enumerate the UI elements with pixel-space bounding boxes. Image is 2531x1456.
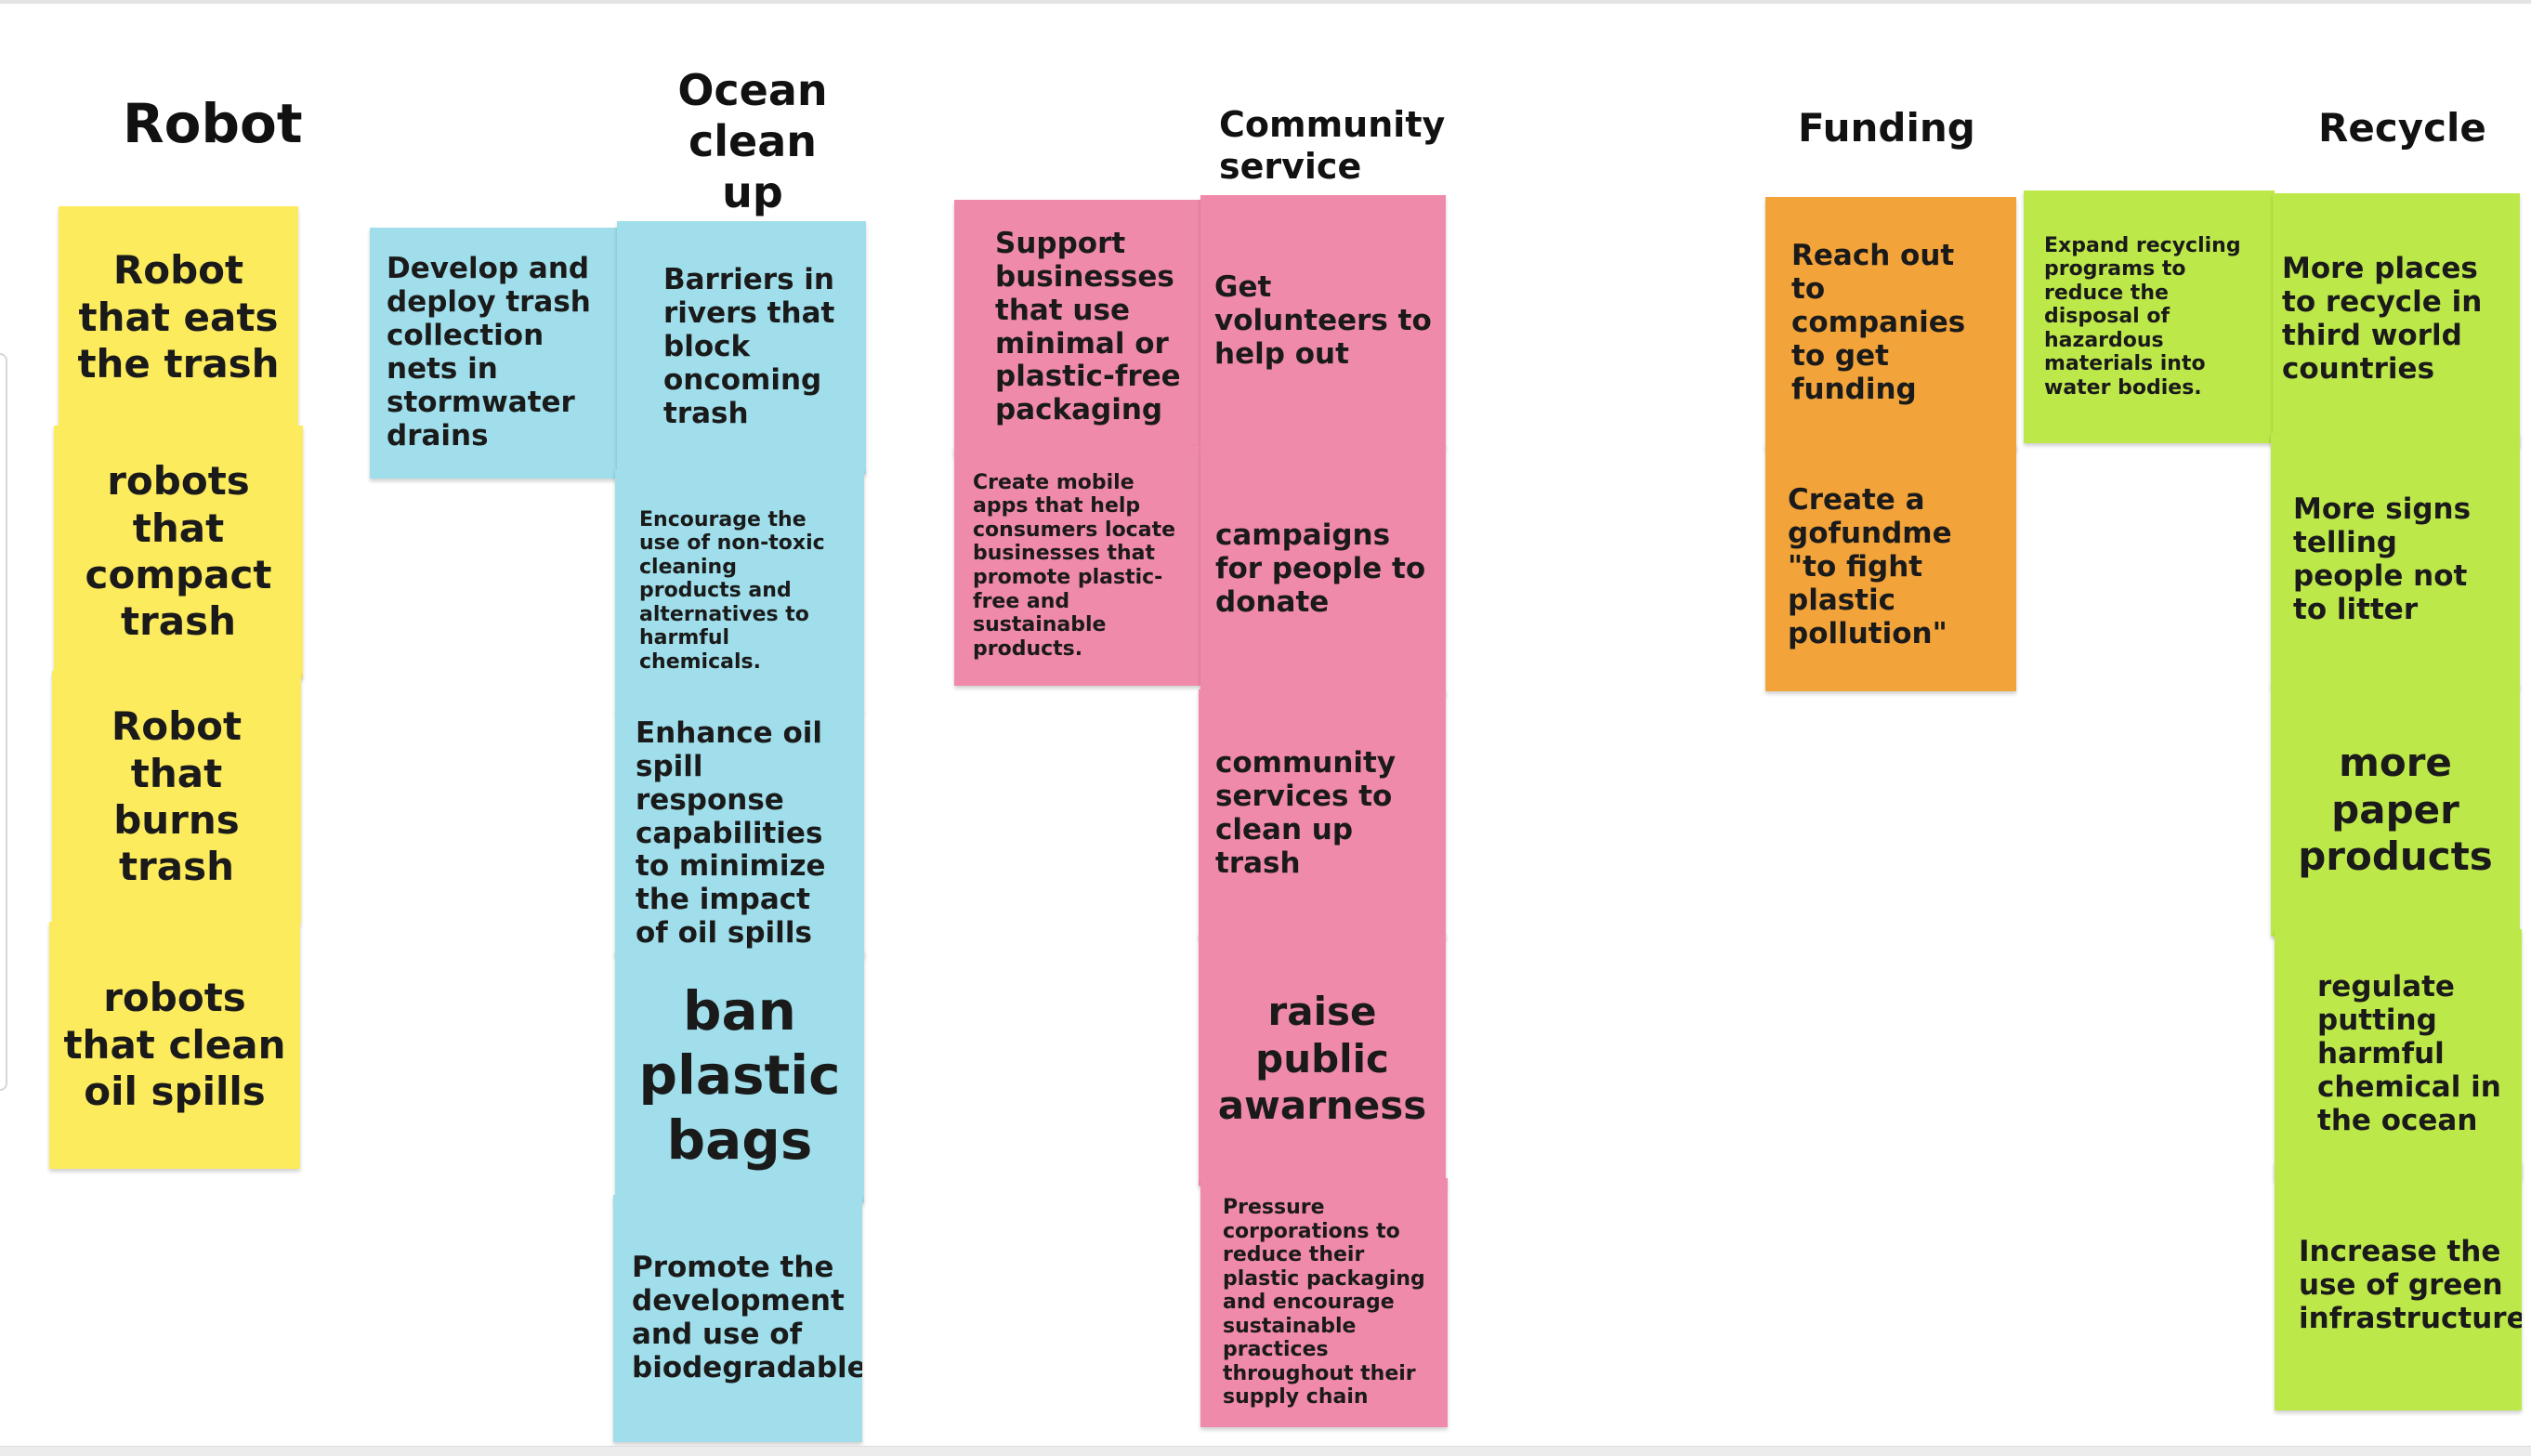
sticky-note[interactable]: ban plastic bags: [615, 950, 864, 1202]
sticky-note[interactable]: community services to clean up trash: [1199, 689, 1446, 938]
sticky-note[interactable]: campaigns for people to donate: [1200, 444, 1446, 695]
sticky-note-text: More signs telling people not to litter: [2293, 492, 2472, 626]
sticky-note-text: Support businesses that use minimal or p…: [995, 226, 1181, 427]
sticky-note-text: Robot that eats the trash: [77, 247, 280, 387]
sticky-note-text: regulate putting harmful chemical in the…: [2317, 970, 2501, 1137]
sticky-note[interactable]: Robot that burns trash: [52, 671, 301, 924]
sticky-note[interactable]: robots that compact trash: [54, 426, 303, 678]
sticky-note[interactable]: More signs telling people not to litter: [2271, 433, 2520, 688]
sticky-note-text: Reach out to companies to get funding: [1791, 239, 1966, 406]
heading-ocean-line-2: clean: [688, 116, 818, 167]
sticky-note-text: Promote the development and use of biode…: [632, 1251, 862, 1384]
sticky-note-text: Develop and deploy trash collection nets…: [387, 252, 591, 453]
sticky-note[interactable]: robots that clean oil spills: [49, 922, 300, 1169]
sticky-note[interactable]: Enhance oil spill response capabilities …: [615, 711, 864, 957]
heading-community-service: Community service: [1219, 104, 1445, 188]
sticky-note[interactable]: Develop and deploy trash collection nets…: [370, 228, 619, 479]
sticky-note-text: Expand recycling programs to reduce the …: [2044, 233, 2241, 400]
sticky-note[interactable]: more paper products: [2271, 684, 2520, 937]
bottom-border: [0, 1446, 2531, 1456]
scroll-edge-handle[interactable]: [0, 353, 7, 1091]
sticky-note-text: Increase the use of green infrastructure: [2299, 1235, 2522, 1335]
sticky-note[interactable]: Barriers in rivers that block oncoming t…: [617, 221, 866, 474]
sticky-note[interactable]: Pressure corporations to reduce their pl…: [1200, 1178, 1448, 1427]
sticky-note[interactable]: Reach out to companies to get funding: [1765, 197, 2016, 450]
sticky-note-text: community services to clean up trash: [1215, 746, 1397, 880]
heading-ocean-line-3: up: [722, 167, 783, 218]
sticky-note[interactable]: Encourage the use of non-toxic cleaning …: [615, 469, 864, 713]
heading-community-line-1: Community: [1219, 104, 1446, 145]
heading-funding: Funding: [1798, 105, 1975, 151]
sticky-note[interactable]: Get volunteers to help out: [1200, 195, 1446, 448]
heading-ocean-clean-up: Ocean clean up: [650, 65, 855, 219]
sticky-note-text: Barriers in rivers that block oncoming t…: [663, 263, 835, 430]
sticky-note[interactable]: Create a gofundme "to fight plastic poll…: [1765, 444, 2016, 691]
sticky-note-text: Create a gofundme "to fight plastic poll…: [1788, 483, 1952, 650]
sticky-note[interactable]: More places to recycle in third world co…: [2273, 193, 2520, 446]
heading-ocean-line-1: Ocean: [677, 65, 828, 115]
heading-recycle: Recycle: [2318, 105, 2486, 151]
sticky-note[interactable]: Increase the use of green infrastructure: [2275, 1161, 2522, 1410]
sticky-note-text: more paper products: [2298, 740, 2493, 880]
sticky-note-text: More places to recycle in third world co…: [2282, 252, 2483, 386]
sticky-note-text: Enhance oil spill response capabilities …: [636, 715, 826, 951]
sticky-note[interactable]: Robot that eats the trash: [59, 206, 298, 429]
sticky-note-text: Create mobile apps that help consumers l…: [973, 470, 1176, 661]
sticky-note-text: campaigns for people to donate: [1215, 518, 1426, 619]
heading-community-line-2: service: [1219, 145, 1362, 187]
sticky-note-text: Robot that burns trash: [111, 703, 243, 890]
top-border: [0, 0, 2531, 4]
heading-robot: Robot: [123, 92, 303, 155]
sticky-note-text: robots that compact trash: [85, 458, 272, 645]
sticky-note[interactable]: Create mobile apps that help consumers l…: [954, 446, 1205, 686]
sticky-note[interactable]: Support businesses that use minimal or p…: [954, 200, 1205, 455]
sticky-note[interactable]: Expand recycling programs to reduce the …: [2024, 190, 2275, 443]
sticky-note[interactable]: raise public awarness: [1199, 933, 1446, 1186]
sticky-note-text: Get volunteers to help out: [1214, 270, 1432, 371]
sticky-note-text: raise public awarness: [1217, 989, 1427, 1129]
sticky-note-text: robots that clean oil spills: [63, 975, 286, 1115]
sticky-note-text: ban plastic bags: [638, 978, 841, 1172]
sticky-note-text: Pressure corporations to reduce their pl…: [1223, 1196, 1425, 1410]
sticky-note[interactable]: Promote the development and use of biode…: [613, 1195, 862, 1442]
sticky-note-text: Encourage the use of non-toxic cleaning …: [639, 507, 825, 674]
sticky-note[interactable]: regulate putting harmful chemical in the…: [2275, 929, 2522, 1180]
